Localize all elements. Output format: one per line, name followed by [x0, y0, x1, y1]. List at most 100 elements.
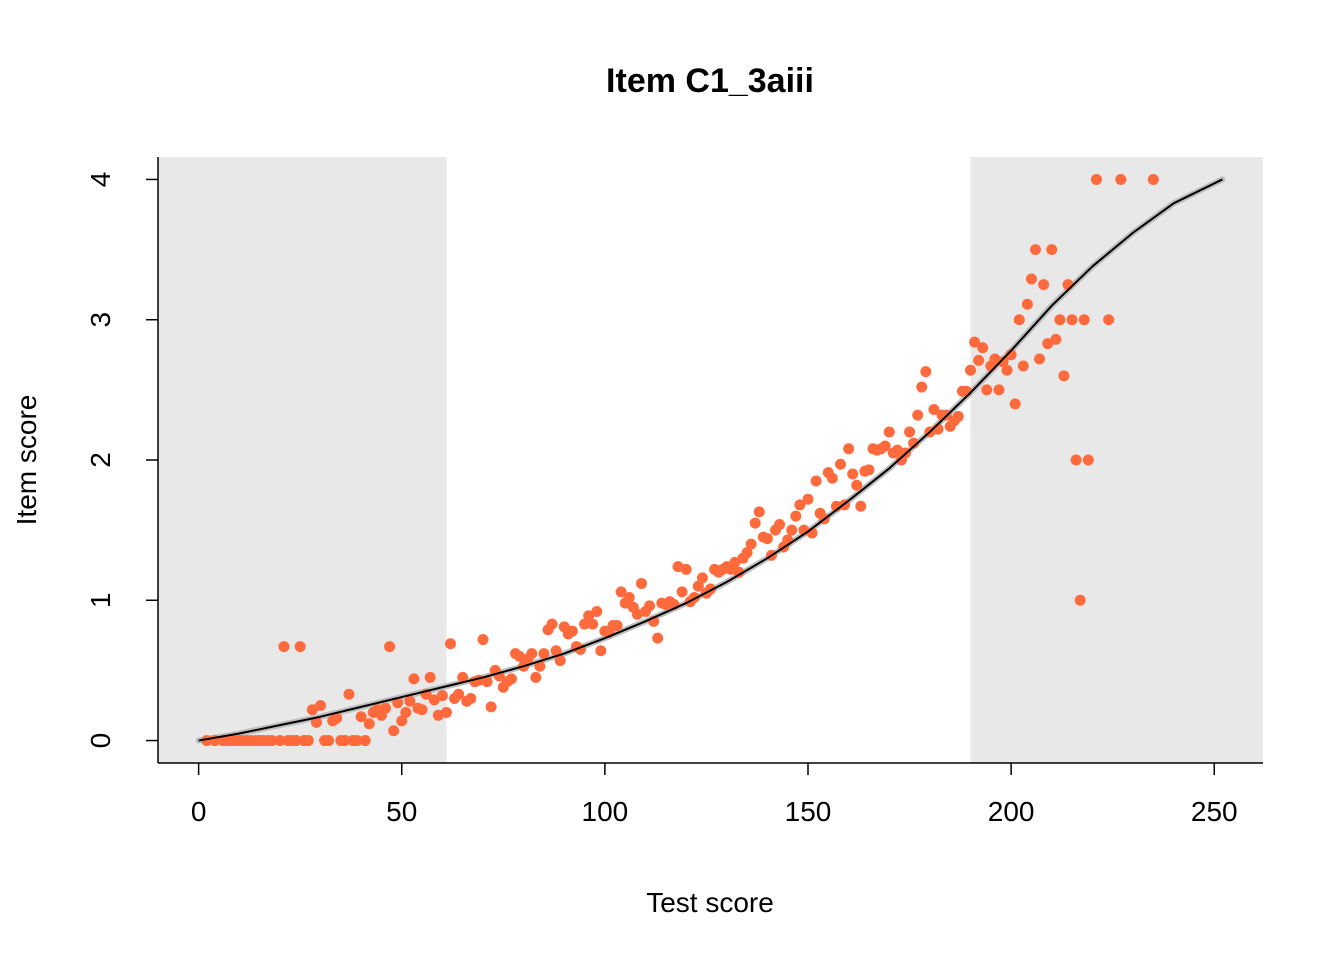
- data-point: [343, 688, 355, 700]
- y-tick-label: 3: [85, 312, 116, 328]
- data-point: [530, 671, 542, 683]
- x-tick-label: 50: [386, 796, 417, 827]
- data-point: [591, 606, 603, 617]
- data-point: [310, 716, 322, 728]
- data-point: [457, 671, 469, 683]
- data-point: [826, 472, 838, 484]
- data-point: [278, 641, 290, 653]
- data-point: [550, 645, 562, 657]
- data-point: [916, 381, 928, 393]
- data-point: [790, 510, 802, 522]
- x-tick-label: 250: [1191, 796, 1238, 827]
- chart-title: Item C1_3aiii: [606, 62, 814, 100]
- data-point: [1074, 594, 1086, 606]
- data-point: [969, 336, 981, 348]
- data-point: [302, 735, 314, 747]
- data-point: [863, 464, 875, 476]
- data-point: [440, 707, 452, 718]
- data-point: [644, 600, 656, 612]
- data-point: [534, 660, 546, 672]
- data-point: [835, 458, 846, 470]
- data-point: [445, 638, 456, 650]
- data-point: [351, 735, 363, 747]
- data-point: [729, 556, 741, 568]
- axes: 0 50 100 150 200 250 0 1 2 3 4: [85, 157, 1263, 827]
- data-point: [294, 641, 306, 653]
- fitted-curve-group: [198, 178, 1223, 742]
- data-point: [579, 618, 591, 630]
- data-point: [1058, 370, 1070, 382]
- data-point: [774, 519, 786, 531]
- data-point: [477, 634, 489, 646]
- data-point: [1001, 364, 1013, 376]
- data-point: [745, 538, 757, 550]
- data-point: [1103, 314, 1115, 326]
- data-point: [1017, 360, 1029, 372]
- data-point: [1050, 333, 1062, 345]
- data-point: [965, 364, 976, 376]
- data-point: [794, 499, 806, 511]
- data-point: [290, 735, 302, 747]
- y-tick-label: 4: [85, 172, 116, 188]
- data-point: [266, 735, 278, 747]
- data-point: [1078, 314, 1090, 326]
- data-point: [505, 673, 517, 685]
- data-point: [993, 384, 1005, 396]
- data-point: [1147, 173, 1159, 185]
- x-tick-label: 0: [191, 796, 207, 827]
- data-point: [323, 735, 335, 747]
- data-point: [1062, 279, 1074, 291]
- data-point: [404, 695, 416, 707]
- data-point: [680, 563, 692, 575]
- data-point: [611, 620, 623, 632]
- fitted-curve: [198, 178, 1223, 742]
- data-point: [1009, 398, 1021, 410]
- data-point: [615, 586, 627, 598]
- data-point: [761, 533, 773, 545]
- data-point: [400, 707, 412, 718]
- data-point: [851, 479, 863, 491]
- data-point: [733, 566, 745, 578]
- shaded-region-0: [158, 157, 447, 763]
- data-point: [392, 697, 404, 709]
- data-point: [363, 718, 375, 730]
- data-point: [359, 735, 371, 747]
- data-point: [485, 701, 497, 713]
- shaded-region-1: [970, 157, 1263, 763]
- data-point: [1115, 173, 1127, 185]
- data-point: [749, 517, 761, 529]
- data-point: [977, 342, 989, 354]
- data-point: [1038, 279, 1050, 291]
- x-tick-label: 150: [785, 796, 832, 827]
- data-point: [380, 702, 391, 714]
- data-point: [1046, 244, 1058, 256]
- data-point: [908, 437, 920, 449]
- data-point: [997, 356, 1009, 368]
- data-point: [1066, 314, 1078, 326]
- data-point: [566, 625, 578, 637]
- data-point: [408, 673, 420, 685]
- y-axis-label: Item score: [11, 395, 42, 526]
- data-point: [960, 385, 972, 397]
- data-point: [652, 632, 664, 644]
- data-point: [306, 704, 318, 716]
- data-point: [1030, 244, 1041, 256]
- data-point: [920, 366, 932, 378]
- y-tick-label: 1: [85, 592, 116, 608]
- data-point: [855, 500, 867, 512]
- data-point: [1070, 454, 1082, 466]
- data-point: [331, 712, 343, 724]
- data-point: [973, 354, 985, 366]
- data-point: [315, 699, 326, 711]
- data-point: [339, 735, 351, 747]
- data-point: [692, 580, 704, 592]
- data-point: [1013, 314, 1025, 326]
- data-point: [428, 694, 440, 706]
- data-point: [676, 586, 688, 598]
- data-point: [465, 692, 477, 704]
- data-point: [1082, 454, 1094, 466]
- x-axis-label: Test score: [646, 887, 774, 918]
- data-point: [481, 676, 493, 688]
- data-point: [396, 715, 408, 727]
